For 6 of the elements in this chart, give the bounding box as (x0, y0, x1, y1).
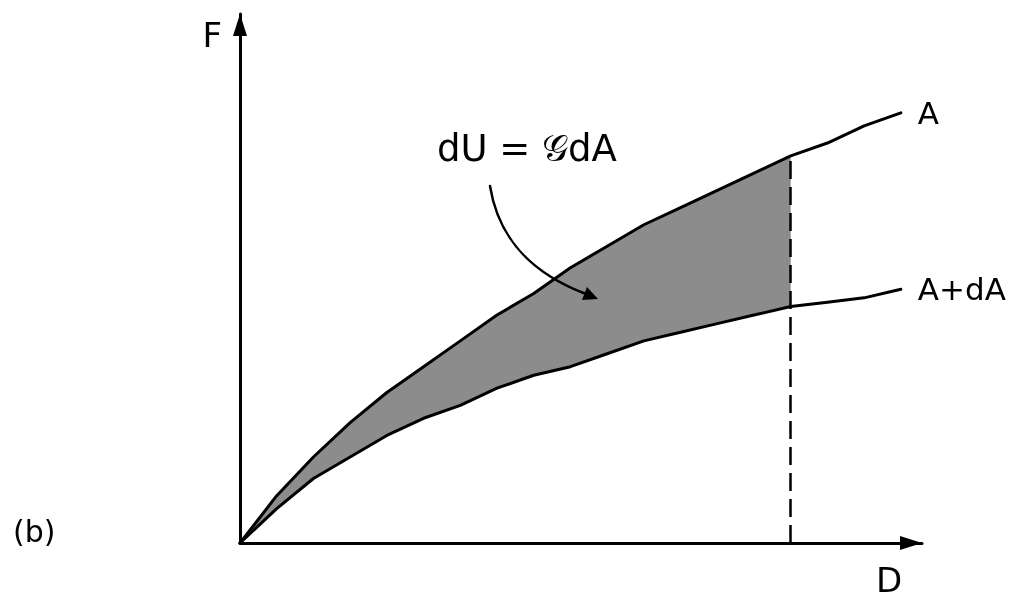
x-axis-title: D (876, 560, 903, 600)
y-axis-title: F (202, 15, 222, 55)
annotation: dU = 𝒢dA (437, 127, 617, 170)
series-label: A (917, 94, 940, 131)
text: (b) (13, 513, 56, 549)
series-label: A+dA (917, 271, 1006, 308)
